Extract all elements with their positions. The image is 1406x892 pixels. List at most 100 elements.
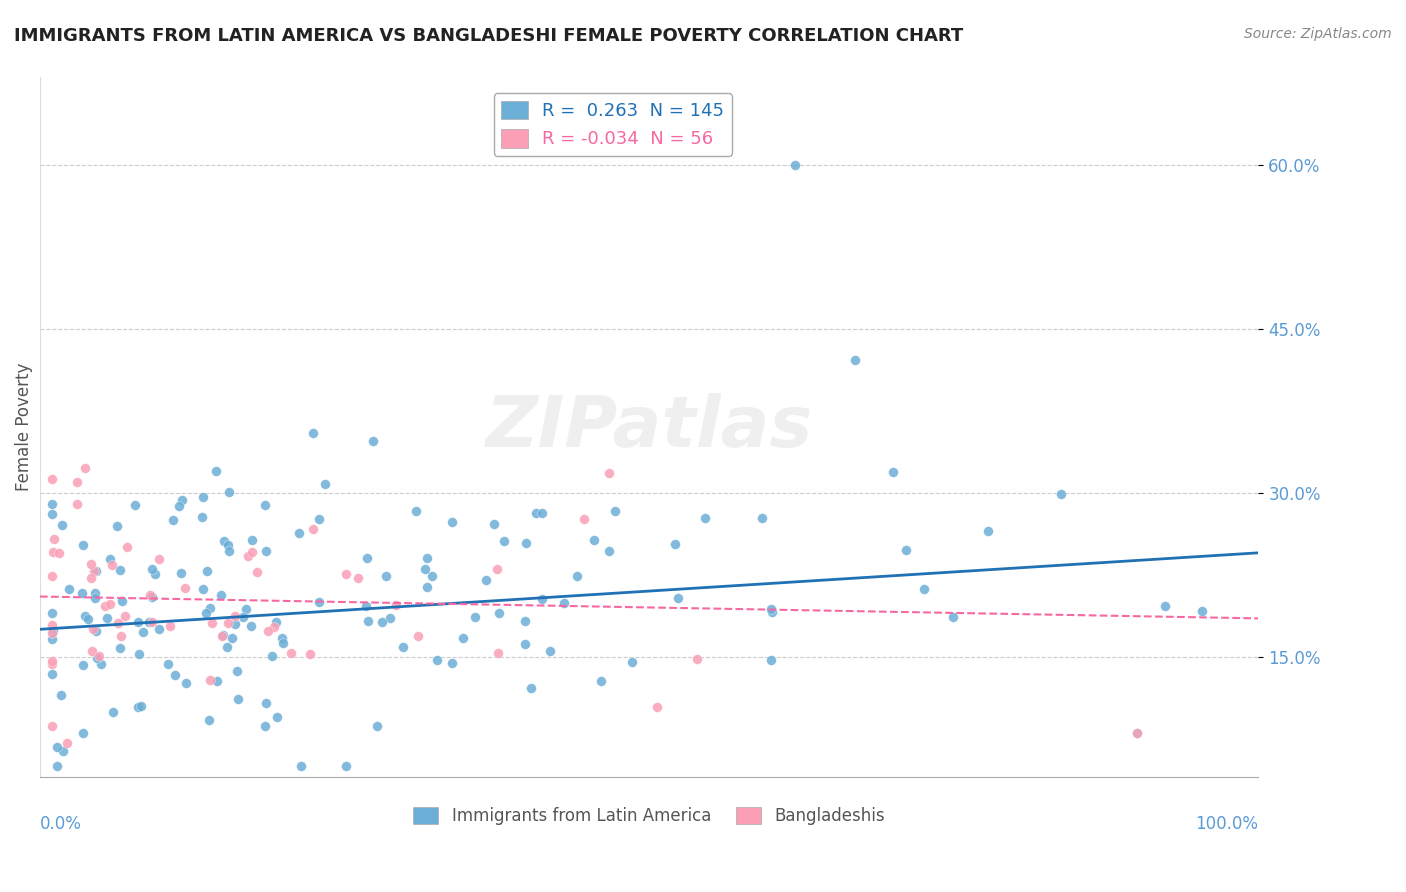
Point <box>193 582 215 597</box>
Point <box>759 601 782 615</box>
Y-axis label: Female Poverty: Female Poverty <box>15 363 32 491</box>
Point <box>218 484 240 499</box>
Point <box>41 624 63 638</box>
Point <box>114 609 136 624</box>
Point <box>41 626 63 640</box>
Point <box>416 551 439 566</box>
Point <box>420 569 443 583</box>
Point <box>235 601 257 615</box>
Point <box>193 490 215 504</box>
Point <box>115 541 138 555</box>
Point <box>224 616 246 631</box>
Point <box>515 614 537 628</box>
Point <box>531 506 554 520</box>
Point <box>201 615 224 630</box>
Point <box>191 510 214 524</box>
Point <box>308 512 330 526</box>
Point <box>83 591 105 606</box>
Point <box>198 601 221 615</box>
Point <box>86 651 108 665</box>
Point <box>598 544 620 558</box>
Text: IMMIGRANTS FROM LATIN AMERICA VS BANGLADESHI FEMALE POVERTY CORRELATION CHART: IMMIGRANTS FROM LATIN AMERICA VS BANGLAD… <box>14 27 963 45</box>
Point <box>225 664 247 678</box>
Point <box>211 629 233 643</box>
Point <box>335 567 357 582</box>
Point <box>384 598 406 612</box>
Point <box>375 569 398 583</box>
Point <box>128 647 150 661</box>
Point <box>157 657 180 672</box>
Point <box>141 590 163 604</box>
Point <box>598 466 620 480</box>
Point <box>195 606 218 620</box>
Point <box>41 654 63 668</box>
Point <box>271 636 294 650</box>
Point <box>80 644 103 658</box>
Text: ZIPatlas: ZIPatlas <box>485 392 813 462</box>
Point <box>72 657 94 672</box>
Point <box>513 637 536 651</box>
Point <box>494 534 516 549</box>
Point <box>413 561 436 575</box>
Point <box>195 564 218 578</box>
Point <box>139 588 162 602</box>
Point <box>603 504 626 518</box>
Point <box>357 614 380 628</box>
Point <box>416 580 439 594</box>
Point <box>174 581 197 595</box>
Point <box>41 657 63 672</box>
Point <box>124 498 146 512</box>
Text: 100.0%: 100.0% <box>1195 815 1258 833</box>
Point <box>41 719 63 733</box>
Point <box>72 538 94 552</box>
Point <box>335 759 357 773</box>
Point <box>167 499 190 513</box>
Point <box>236 549 259 563</box>
Point <box>488 606 510 620</box>
Point <box>98 552 121 566</box>
Point <box>218 544 240 558</box>
Point <box>174 676 197 690</box>
Point <box>371 615 394 629</box>
Point <box>65 475 87 489</box>
Point <box>520 681 543 695</box>
Point <box>217 538 239 552</box>
Point <box>217 640 239 654</box>
Point <box>48 546 70 560</box>
Text: 0.0%: 0.0% <box>39 815 82 833</box>
Point <box>41 472 63 486</box>
Point <box>844 353 866 368</box>
Point <box>693 511 716 525</box>
Point <box>41 666 63 681</box>
Point <box>107 615 129 630</box>
Point <box>366 719 388 733</box>
Point <box>524 506 547 520</box>
Point <box>148 552 170 566</box>
Point <box>254 544 277 558</box>
Point <box>896 543 918 558</box>
Point <box>1125 726 1147 740</box>
Point <box>256 624 278 639</box>
Legend: Immigrants from Latin America, Bangladeshis: Immigrants from Latin America, Banglades… <box>406 800 891 831</box>
Point <box>51 518 73 533</box>
Point <box>589 673 612 688</box>
Point <box>49 688 72 702</box>
Point <box>759 653 782 667</box>
Point <box>110 629 132 643</box>
Point <box>426 653 449 667</box>
Point <box>271 632 294 646</box>
Point <box>77 612 100 626</box>
Point <box>84 624 107 638</box>
Point <box>254 696 277 710</box>
Point <box>266 710 288 724</box>
Point <box>314 476 336 491</box>
Point <box>41 606 63 620</box>
Point <box>41 497 63 511</box>
Point <box>70 586 93 600</box>
Point <box>83 564 105 578</box>
Point <box>408 629 430 643</box>
Point <box>143 566 166 581</box>
Point <box>751 511 773 525</box>
Point <box>1050 487 1073 501</box>
Point <box>621 655 644 669</box>
